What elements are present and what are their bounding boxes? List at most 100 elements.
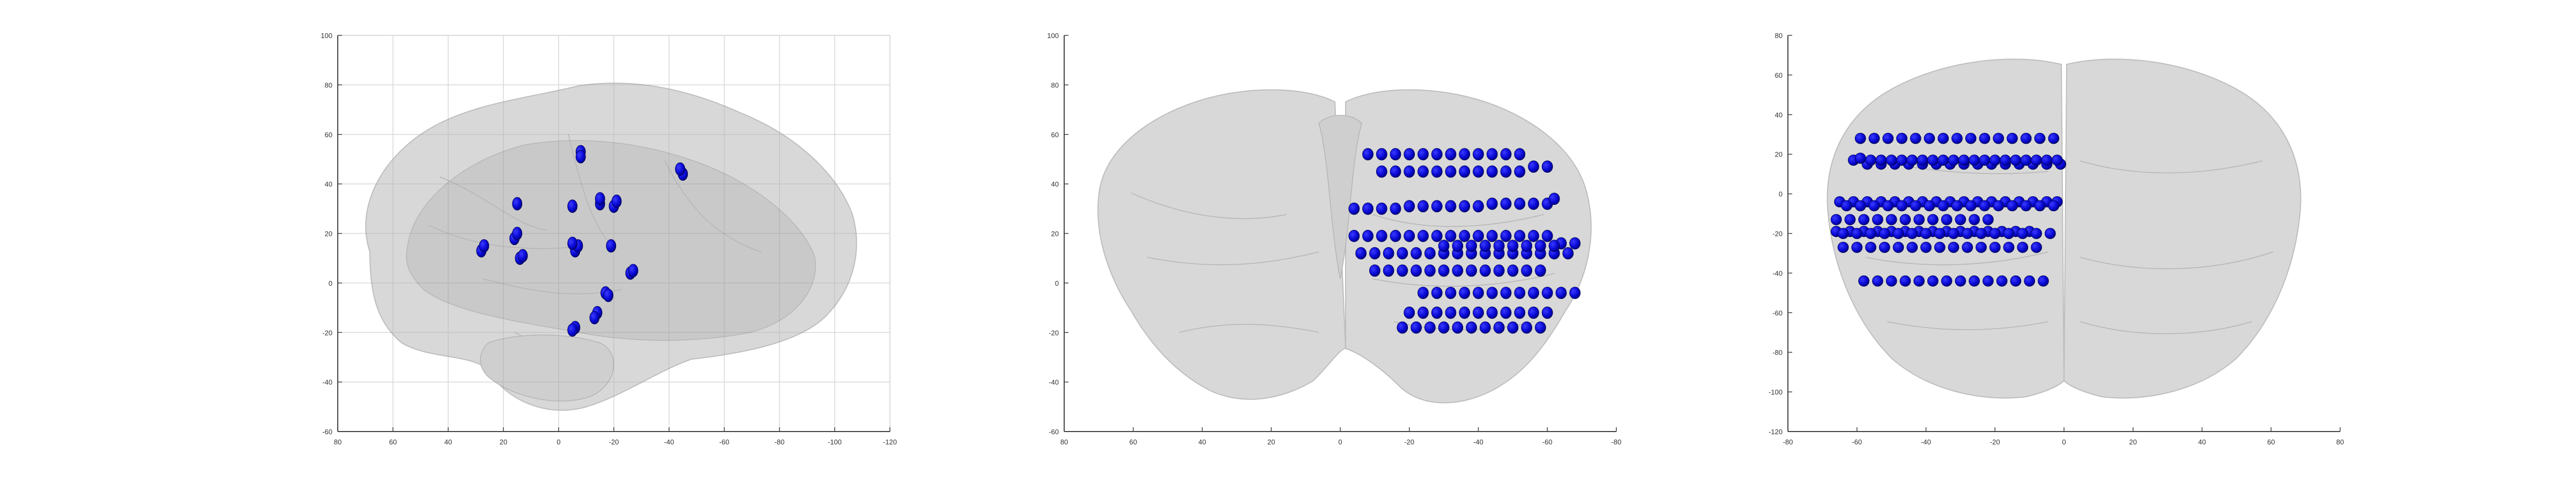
x-tick-label: -100 (828, 438, 842, 446)
electrode-point (1875, 154, 1887, 166)
electrode-point (1452, 321, 1464, 334)
y-tick-label: 40 (325, 180, 332, 188)
electrode-point (1858, 214, 1870, 226)
electrode-point (2000, 154, 2011, 166)
panel-coronal: 80 60 40 20 0 -20 -40 -60 -80 100 80 60 40 20 0 -20 -40 -… (1047, 32, 1621, 446)
electrode-point (1473, 286, 1484, 299)
electrode-point (567, 236, 578, 250)
electrode-point (1569, 237, 1581, 250)
electrode-point (1390, 148, 1401, 161)
electrode-point (1459, 286, 1471, 299)
y-tick-label: -20 (322, 329, 332, 337)
electrode-point (1369, 264, 1380, 277)
x-tick-label: -120 (883, 438, 897, 446)
electrode-point (1438, 321, 1450, 334)
axes (1064, 35, 1617, 432)
electrode-point (1445, 229, 1457, 242)
electrode-point (1989, 241, 2001, 253)
electrode-point (1965, 132, 1977, 144)
x-tick-label: -60 (1542, 438, 1553, 446)
electrode-point (1411, 321, 1422, 334)
axes (337, 35, 890, 432)
electrode-point (1872, 214, 1883, 226)
electrode-point (1969, 214, 1980, 226)
electrode-point (1479, 240, 1491, 252)
electrode-point (1376, 165, 1387, 178)
electrode-point (1896, 132, 1907, 144)
axes (1787, 35, 2341, 432)
electrode-point (1431, 286, 1443, 299)
y-tick-label: 60 (1775, 71, 1783, 79)
electrode-point (1459, 229, 1471, 242)
x-tick-label: 60 (389, 438, 397, 446)
electrode-point (1417, 165, 1429, 178)
x-tick-label: 20 (1267, 438, 1275, 446)
electrode-point (1927, 275, 1939, 287)
electrode-point (1854, 132, 1866, 144)
y-tick-label: -60 (1772, 309, 1783, 317)
electrode-point (1417, 200, 1429, 213)
electrode-point (1500, 286, 1512, 299)
y-tick-label: 60 (325, 131, 332, 139)
electrode-point (512, 197, 523, 211)
electrode-point (1993, 200, 2005, 212)
electrode-point (1362, 148, 1374, 161)
electrode-point (1521, 321, 1533, 334)
x-tick-label: 80 (2336, 438, 2344, 446)
electrode-point (1892, 228, 1904, 239)
electrode-point (1500, 229, 1512, 242)
electrode-point (1937, 132, 1949, 144)
electrode-point (1924, 200, 1935, 212)
electrode-point (1534, 321, 1546, 334)
y-tick-label: 40 (1051, 180, 1059, 188)
electrode-point (1473, 229, 1484, 242)
panel-sagittal: 80 60 40 20 0 -20 -40 -60 -80 -100 -120 100 80 60 40 20… (321, 32, 897, 446)
y-tick-label: 100 (1047, 32, 1059, 40)
electrode-point (1989, 228, 2001, 239)
electrode-point (1899, 214, 1911, 226)
electrode-point (567, 323, 578, 337)
electrode-point (2031, 228, 2042, 239)
electrode-point (1355, 247, 1367, 259)
electrode-point (1854, 152, 1866, 164)
electrode-point (2010, 275, 2022, 287)
electrode-point (1934, 228, 1946, 239)
electrode-point (1390, 229, 1401, 242)
electrode-point (1851, 228, 1863, 239)
panel-axial: -80 -60 -40 -20 0 20 40 60 80 80 60 40 20 0 -20 -40 -60 -… (1769, 32, 2344, 446)
electrode-point (675, 162, 685, 176)
electrode-point (1948, 228, 1959, 239)
electrode-point (1514, 165, 1526, 178)
electrode-point (1569, 286, 1581, 299)
x-tick-label: 40 (2198, 438, 2206, 446)
electrode-point (1500, 148, 1512, 161)
electrode-point (1479, 321, 1491, 334)
electrode-point (2031, 154, 2042, 166)
electrode-point (1865, 228, 1876, 239)
electrode-point (1962, 241, 1973, 253)
electrode-point (1486, 286, 1498, 299)
electrode-point (2051, 154, 2063, 166)
y-tick-label: -100 (1769, 388, 1783, 396)
electrode-point (1390, 165, 1401, 178)
electrode-point (1868, 132, 1880, 144)
electrode-point (1466, 321, 1478, 334)
electrode-point (1486, 197, 1498, 210)
electrode-point (1376, 202, 1387, 215)
x-tick-label: 20 (2129, 438, 2137, 446)
electrode-point (1390, 202, 1401, 215)
electrode-point (512, 227, 523, 240)
y-tick-label: -40 (1772, 269, 1783, 277)
electrode-point (1541, 160, 1553, 173)
electrode-point (1445, 165, 1457, 178)
tick-labels: 80 60 40 20 0 -20 -40 -60 -80 100 80 60 40 20 0 -20 -40 -… (1047, 32, 1621, 446)
electrode-point (1872, 275, 1883, 287)
x-tick-label: -80 (1612, 438, 1622, 446)
electrode-point (1882, 200, 1894, 212)
y-tick-label: -40 (322, 378, 332, 387)
electrode-point (1521, 264, 1533, 277)
electrode-point (1906, 154, 1918, 166)
electrode-point (1445, 286, 1457, 299)
x-tick-label: 0 (2062, 438, 2066, 446)
electrode-point (2007, 132, 2018, 144)
